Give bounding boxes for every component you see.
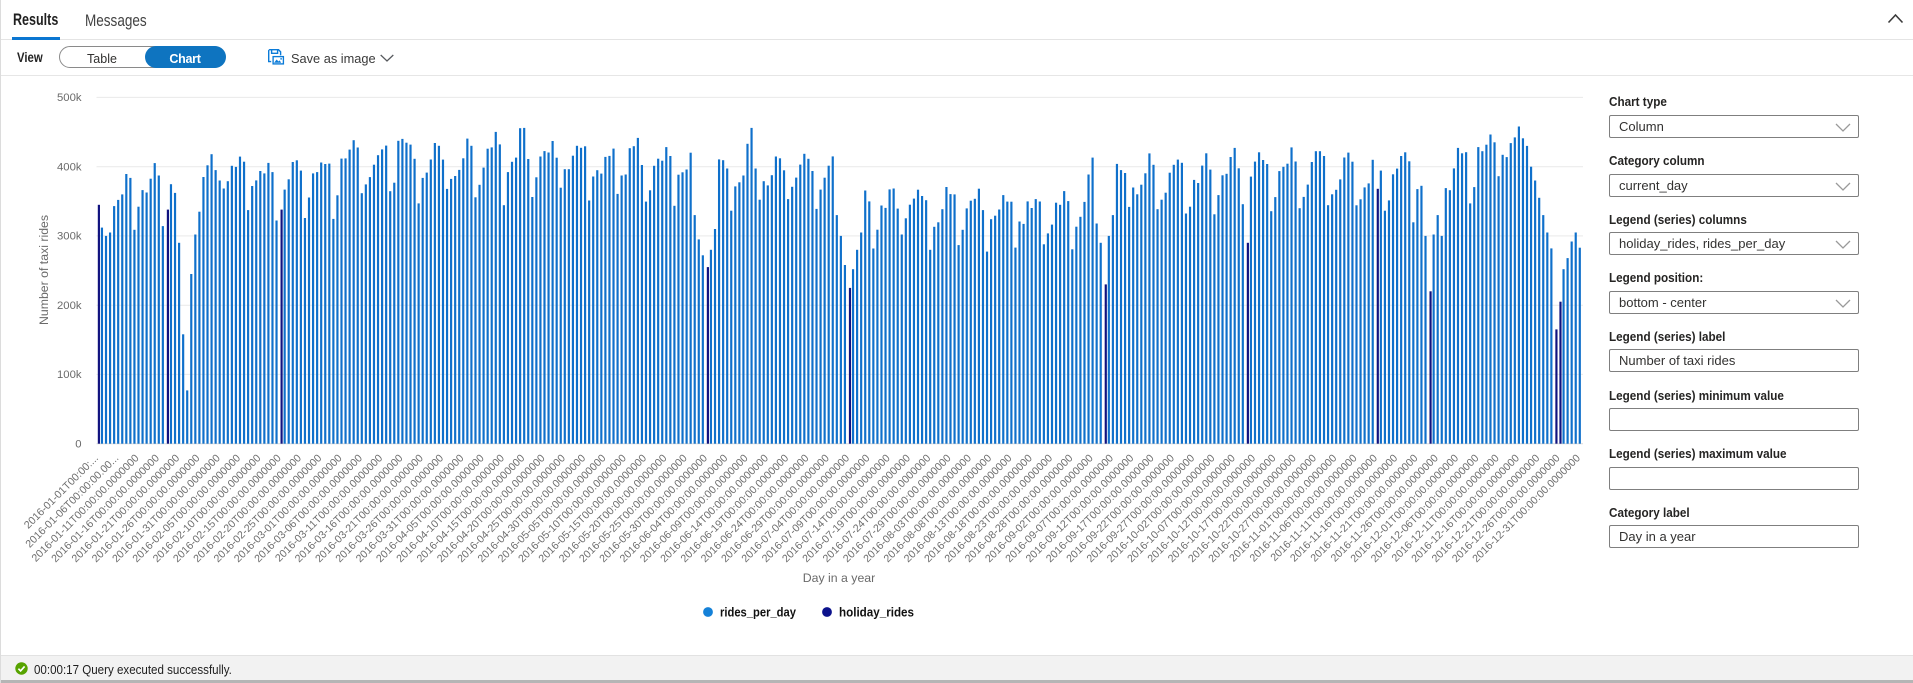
svg-text:300k: 300k xyxy=(57,231,82,243)
svg-text:holiday_rides: holiday_rides xyxy=(839,605,914,620)
svg-text:Number of taxi rides: Number of taxi rides xyxy=(37,215,51,325)
svg-text:0: 0 xyxy=(75,439,81,451)
svg-text:400k: 400k xyxy=(57,162,82,174)
svg-text:rides_per_day: rides_per_day xyxy=(720,605,797,620)
svg-text:Day in a year: Day in a year xyxy=(803,571,875,585)
svg-text:500k: 500k xyxy=(57,92,82,104)
svg-text:100k: 100k xyxy=(57,369,82,381)
svg-text:200k: 200k xyxy=(57,300,82,312)
